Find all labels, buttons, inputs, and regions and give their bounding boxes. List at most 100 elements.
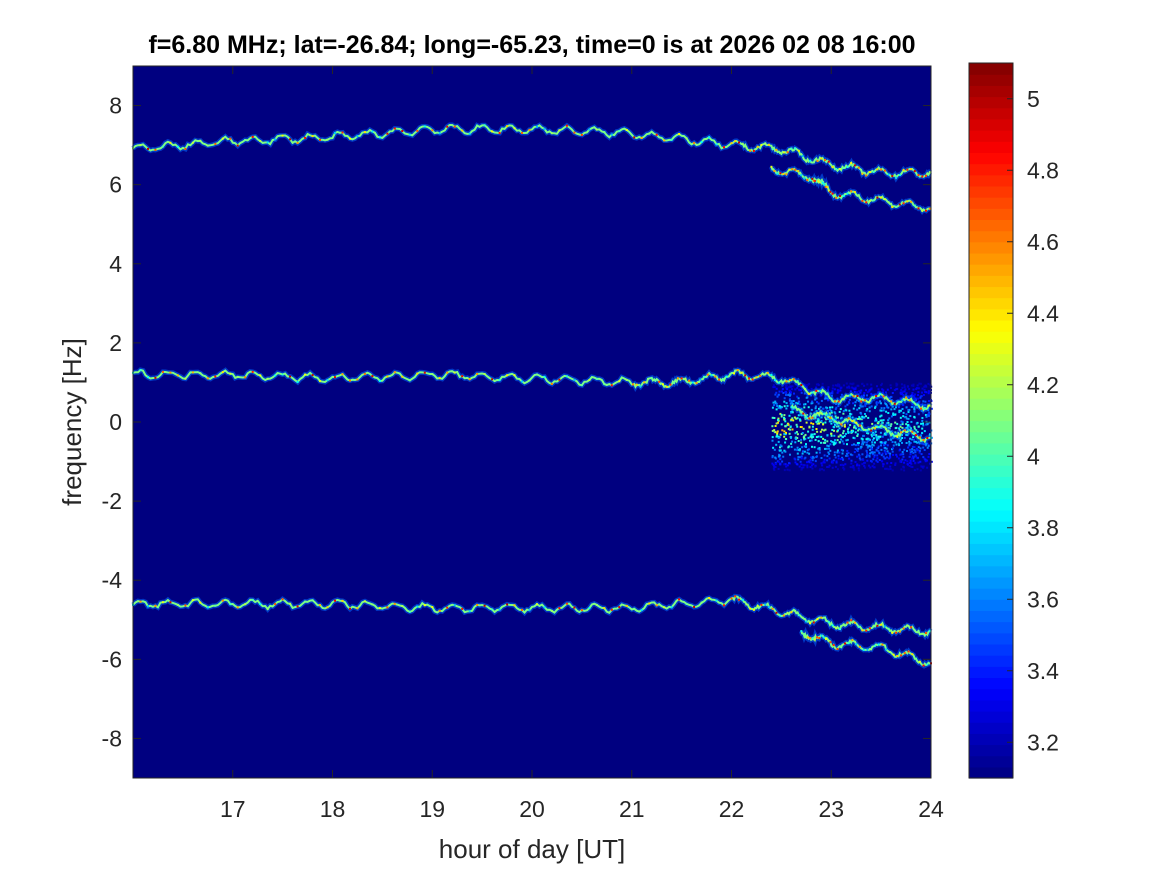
trace-pixel [827,621,830,624]
scatter-pixel [803,464,806,467]
trace-pixel [822,390,825,393]
trace-pixel [921,175,924,178]
trace-pixel [693,141,696,144]
scatter-pixel [882,463,885,466]
scatter-pixel [771,462,774,465]
trace-pixel [812,161,815,164]
trace-pixel [925,632,927,635]
scatter-pixel [897,406,900,409]
scatter-pixel [876,446,879,449]
scatter-pixel [880,419,883,422]
scatter-pixel [835,460,838,463]
trace-pixel [236,144,239,147]
trace-pixel [866,429,869,432]
trace-pixel [875,395,878,397]
scatter-pixel [803,437,806,440]
trace-pixel [640,137,643,139]
trace-pixel [214,604,217,607]
scatter-pixel [785,386,787,389]
trace-pixel [816,618,819,620]
scatter-pixel [909,453,912,456]
scatter-pixel [862,394,865,397]
scatter-pixel [830,432,833,435]
scatter-pixel [911,450,913,453]
trace-pixel [431,129,434,132]
scatter-pixel [822,407,825,410]
scatter-pixel [846,386,849,389]
scatter-pixel [921,391,923,394]
scatter-pixel [885,467,888,470]
scatter-pixel [879,409,882,412]
trace-pixel [794,609,797,612]
trace-pixel [900,431,903,434]
colorbar-band [969,141,1013,153]
trace-pixel [296,142,299,144]
scatter-pixel [889,468,892,470]
trace-pixel [805,416,808,419]
colorbar-band [969,565,1013,578]
trace-pixel [876,196,879,199]
scatter-pixel [910,420,913,423]
trace-pixel [880,623,883,626]
colorbar-band [969,554,1013,567]
trace-pixel [815,389,818,392]
scatter-pixel [849,453,852,456]
scatter-pixel [927,413,929,416]
scatter-pixel [913,425,916,428]
scatter-pixel [796,433,799,436]
scatter-pixel [923,394,925,396]
trace-pixel [341,599,344,602]
trace-pixel [800,174,803,177]
trace-pixel [565,124,568,127]
scatter-pixel [876,422,879,425]
scatter-pixel [823,454,826,457]
trace-pixel [779,151,782,154]
colorbar-band [969,63,1013,75]
scatter-pixel [831,460,834,463]
scatter-pixel [806,451,809,454]
scatter-pixel [865,449,868,452]
trace-pixel [363,131,366,134]
trace-pixel [618,130,621,133]
trace-pixel [820,412,823,415]
trace-pixel [281,134,284,137]
scatter-pixel [818,448,821,451]
trace-pixel [895,631,898,634]
scatter-pixel [902,411,905,414]
scatter-pixel [853,391,856,393]
trace-pixel [901,399,904,402]
scatter-pixel [872,453,874,456]
scatter-pixel [801,446,804,449]
scatter-pixel [866,383,869,386]
y-tick-label: 4 [109,251,122,277]
scatter-pixel [919,382,922,385]
scatter-pixel [860,389,863,392]
scatter-pixel [875,448,878,451]
trace-pixel [913,204,916,207]
trace-pixel [908,399,911,402]
scatter-pixel [900,383,903,386]
scatter-pixel [882,465,884,468]
scatter-pixel [839,434,842,437]
colorbar-band [969,487,1013,500]
scatter-pixel [781,451,784,454]
scatter-pixel [837,383,839,386]
trace-pixel [840,423,843,426]
trace-pixel [892,653,895,656]
scatter-pixel [910,406,913,408]
trace-pixel [632,383,634,386]
scatter-pixel [774,431,777,434]
scatter-pixel [849,382,852,385]
scatter-pixel [859,458,862,461]
trace-pixel [870,648,873,651]
scatter-pixel [880,407,883,410]
scatter-pixel [772,463,775,466]
trace-pixel [498,379,501,382]
scatter-pixel [810,402,813,405]
trace-pixel [905,396,908,399]
y-tick-label: 0 [109,409,122,435]
trace-pixel [775,148,778,151]
scatter-pixel [788,393,791,395]
scatter-pixel [786,468,789,471]
trace-pixel [858,424,861,427]
